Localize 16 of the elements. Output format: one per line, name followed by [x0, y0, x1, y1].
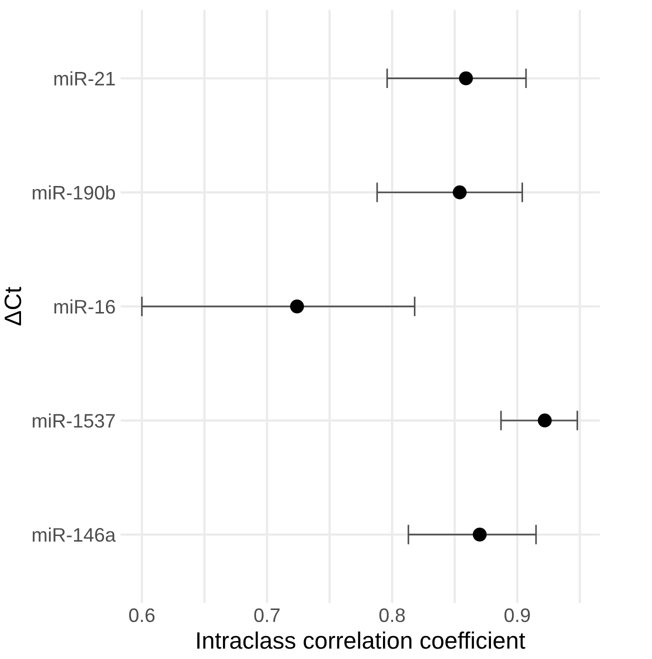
y-axis-title: ΔCt: [4, 286, 22, 326]
point: [452, 185, 467, 200]
y-tick-label: miR-21: [54, 71, 115, 86]
x-tick-label: 0.9: [504, 608, 530, 622]
point: [459, 71, 473, 86]
y-tick-label: miR-146a: [32, 528, 116, 542]
point: [538, 414, 552, 428]
x-axis-title: Intraclass correlation coefficient: [197, 632, 526, 649]
point: [472, 528, 487, 542]
point: [290, 299, 304, 314]
x-tick-label: 0.7: [254, 608, 280, 622]
y-tick-label: miR-190b: [32, 185, 115, 200]
y-tick-label: miR-1537: [32, 413, 115, 428]
x-tick-label: 0.6: [129, 608, 155, 622]
x-tick-label: 0.8: [379, 608, 405, 622]
y-tick-label: miR-16: [54, 299, 115, 314]
